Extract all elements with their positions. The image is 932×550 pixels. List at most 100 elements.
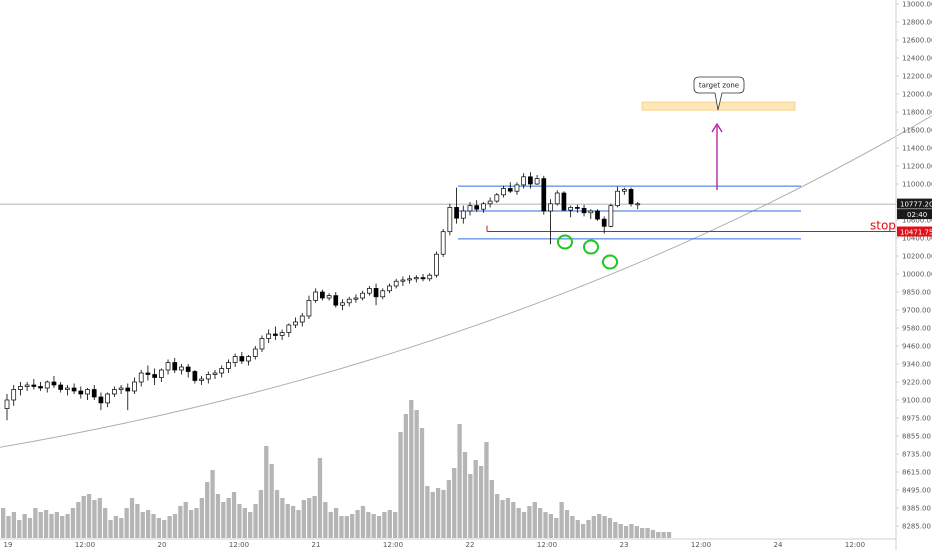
volume-bar — [81, 496, 86, 538]
candle-up — [635, 203, 641, 206]
volume-bar — [414, 410, 419, 538]
candle-up — [467, 205, 473, 212]
candle-down — [454, 207, 459, 219]
y-tick-label: 9340.00 — [902, 361, 931, 369]
stop-price-value: 10471.75 — [900, 229, 932, 237]
x-tick-label: 22 — [466, 541, 475, 549]
volume-bar — [135, 504, 140, 538]
candle-down — [58, 384, 64, 390]
volume-bar — [231, 492, 237, 538]
volume-bar — [296, 510, 301, 538]
volume-bar — [425, 486, 430, 538]
volume-bar — [43, 510, 49, 538]
volume-bar — [38, 512, 43, 538]
volume-bar — [124, 508, 129, 538]
volume-bar — [441, 490, 446, 538]
volume-bar — [269, 464, 274, 538]
y-tick-label: 10600.00 — [902, 217, 932, 225]
candle-up — [158, 369, 164, 378]
volume-bar — [446, 480, 452, 538]
volume-bar — [242, 508, 247, 538]
volume-bar — [538, 508, 543, 538]
y-tick-label: 10400.00 — [902, 235, 932, 243]
volume-bar — [393, 512, 398, 538]
candle-down — [320, 291, 325, 299]
candle-up — [279, 332, 285, 336]
candle-up — [554, 192, 560, 205]
candle-up — [252, 348, 258, 357]
y-tick-label: 11800.00 — [902, 109, 932, 117]
countdown-value: 02:40 — [907, 211, 927, 219]
candle-up — [447, 207, 453, 233]
volume-bar — [167, 516, 172, 538]
countdown-tag — [897, 209, 932, 220]
candle-up — [608, 205, 614, 227]
volume-bar — [403, 414, 409, 538]
volume-bar — [543, 512, 548, 538]
target-zone-label: target zone — [699, 82, 739, 90]
candle-up — [494, 194, 500, 202]
candle-up — [353, 297, 359, 300]
candlesticks — [4, 172, 641, 421]
volume-bar — [371, 514, 376, 538]
y-tick-label: 11400.00 — [902, 145, 932, 153]
volume-bar — [65, 514, 70, 538]
volume-bar — [172, 514, 178, 538]
volume-bar — [70, 508, 76, 538]
volume-bar — [328, 512, 333, 538]
candle-down — [71, 387, 77, 392]
volume-bar — [333, 508, 339, 538]
candle-down — [192, 371, 198, 381]
volume-bar — [151, 514, 156, 538]
y-tick-label: 11200.00 — [902, 163, 932, 171]
trendline-layer — [0, 115, 932, 448]
y-tick-label: 12800.00 — [902, 19, 932, 27]
volume-bar — [500, 500, 505, 538]
x-tick-label: 20 — [158, 541, 167, 549]
candle-down — [78, 390, 84, 395]
volume-bar — [264, 446, 269, 538]
candle-down — [91, 389, 97, 398]
y-tick-label: 11600.00 — [902, 127, 932, 135]
candle-up — [18, 386, 23, 390]
y-tick-label: 9220.00 — [902, 379, 931, 387]
candle-down — [51, 381, 57, 386]
volume-bar — [274, 490, 280, 538]
candle-up — [212, 372, 218, 375]
arrow-up-icon — [711, 122, 723, 133]
volume-bar — [366, 512, 371, 538]
candle-up — [340, 302, 345, 306]
volume-bar — [226, 498, 231, 538]
candle-down — [474, 205, 480, 210]
candle-up — [534, 178, 540, 185]
candle-up — [179, 366, 184, 371]
volume-bar — [237, 504, 242, 538]
candle-down — [152, 374, 157, 378]
volume-bar — [430, 492, 435, 538]
candle-down — [185, 366, 191, 372]
volume-bar — [27, 518, 33, 538]
candle-up — [346, 298, 352, 304]
volume-bar — [22, 514, 27, 538]
volume-bar — [597, 514, 602, 538]
volume-bar — [129, 498, 135, 538]
volume-bar — [323, 502, 328, 538]
candle-down — [38, 386, 43, 389]
target-zone-callout — [693, 76, 745, 111]
candle-up — [326, 295, 332, 299]
volume-bar — [532, 502, 537, 538]
volume-bar — [435, 488, 441, 538]
candle-down — [561, 192, 567, 211]
candle-up — [205, 374, 211, 380]
volume-bar — [640, 528, 645, 538]
volume-bar — [199, 498, 204, 538]
candle-down — [541, 178, 547, 212]
volume-bar — [307, 498, 312, 538]
volume-bar — [570, 516, 575, 538]
volume-bar — [339, 516, 344, 538]
candle-down — [581, 207, 587, 214]
candle-up — [568, 207, 573, 211]
candle-up — [487, 200, 493, 205]
candle-up — [219, 368, 225, 374]
